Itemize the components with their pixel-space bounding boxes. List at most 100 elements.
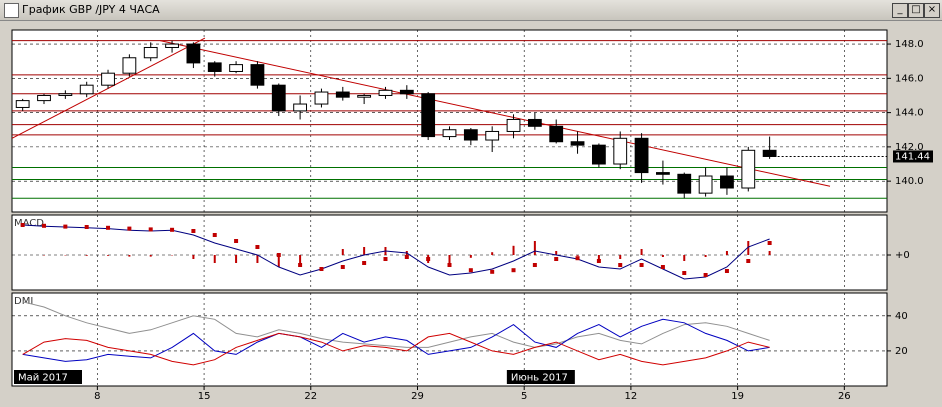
signal-dot — [191, 229, 196, 233]
candle-body — [656, 172, 670, 175]
series-line — [22, 332, 770, 366]
minimize-button[interactable]: _ — [892, 3, 908, 18]
signal-dot — [20, 223, 25, 227]
last-price-box — [893, 150, 933, 163]
x-tick-label: 8 — [94, 391, 100, 402]
signal-dot — [212, 233, 217, 237]
candle-body — [698, 175, 713, 194]
x-tick-label: 22 — [304, 391, 317, 402]
signal-dot — [319, 267, 324, 271]
candle-body — [335, 91, 350, 98]
month-label-box — [14, 370, 82, 384]
signal-dot — [106, 225, 111, 230]
y-tick-label: 142.0 — [895, 142, 924, 153]
signal-dot — [404, 255, 409, 259]
x-tick-label: 26 — [838, 391, 851, 402]
signal-dot — [703, 273, 708, 277]
candle-body — [634, 137, 649, 174]
candle-body — [399, 89, 414, 95]
x-tick-label: 15 — [198, 391, 211, 402]
signal-dot — [340, 265, 345, 269]
signal-dot — [490, 269, 495, 274]
candle-body — [165, 43, 179, 48]
candle-body — [463, 129, 478, 141]
signal-dot — [298, 263, 303, 267]
series-line — [22, 224, 770, 280]
signal-dot — [511, 268, 516, 273]
candle-body — [378, 89, 393, 96]
month-label: Май 2017 — [18, 373, 68, 384]
signal-dot — [362, 261, 367, 265]
candle-body — [741, 149, 756, 189]
signal-dot — [618, 263, 623, 267]
signal-dot — [575, 256, 580, 261]
signal-dot — [276, 253, 281, 257]
signal-dot — [468, 268, 473, 273]
signal-dot — [170, 227, 175, 232]
signal-dot — [42, 223, 47, 228]
last-price-label: 141.44 — [895, 151, 930, 162]
window-icon — [4, 3, 19, 18]
candle-body — [570, 141, 585, 146]
series-line — [22, 301, 770, 348]
y-tick-label: +0 — [895, 250, 910, 261]
candle-body — [442, 129, 457, 138]
y-tick-label: 148.0 — [895, 39, 924, 50]
candle-body — [677, 173, 692, 194]
signal-dot — [234, 239, 239, 243]
y-tick-label: 146.0 — [895, 73, 924, 84]
y-tick-label: 144.0 — [895, 108, 924, 119]
candle-body — [15, 100, 30, 108]
candle-body — [293, 103, 308, 112]
signal-dot — [532, 263, 537, 267]
candle-body — [207, 62, 222, 72]
signal-dot — [63, 224, 68, 229]
x-tick-label: 5 — [521, 391, 527, 402]
candle-body — [37, 94, 51, 102]
panel-title: MACD — [14, 218, 44, 229]
signal-dot — [447, 263, 452, 267]
candle-body — [271, 84, 286, 112]
candle-body — [79, 84, 94, 95]
month-label: Июнь 2017 — [511, 373, 568, 384]
candle-body — [720, 175, 734, 189]
x-tick-label: 12 — [625, 391, 638, 402]
signal-dot — [596, 259, 601, 263]
y-tick-label: 40 — [895, 311, 908, 322]
candle-body — [357, 94, 372, 98]
x-tick-label: 29 — [411, 391, 424, 402]
signal-dot — [148, 227, 153, 232]
candle-body — [549, 125, 564, 143]
month-label-box — [506, 370, 575, 384]
signal-dot — [746, 259, 751, 263]
candle-body — [143, 46, 158, 59]
panel-background — [11, 29, 888, 213]
panel-background — [11, 292, 888, 387]
signal-dot — [255, 245, 260, 249]
candle-body — [229, 64, 243, 72]
y-tick-label: 20 — [895, 346, 908, 357]
signal-dot — [84, 225, 89, 229]
signal-dot — [682, 271, 687, 275]
close-button[interactable]: × — [924, 3, 940, 18]
signal-dot — [383, 257, 388, 261]
candle-body — [762, 149, 777, 157]
window-title: График GBP /JPY 4 ЧАСА — [22, 3, 160, 16]
maximize-button[interactable]: □ — [908, 3, 924, 18]
series-line — [22, 318, 770, 362]
candle-body — [186, 43, 201, 64]
candle-body — [250, 64, 265, 86]
panel-title: DMI — [14, 296, 33, 307]
signal-dot — [767, 241, 772, 245]
candle-body — [527, 118, 542, 127]
x-tick-label: 19 — [731, 391, 744, 402]
signal-dot — [724, 269, 729, 273]
signal-dot — [639, 263, 644, 267]
candle-body — [122, 57, 137, 74]
candle-body — [485, 130, 500, 141]
y-tick-label: 140.0 — [895, 176, 924, 187]
candle-body — [591, 144, 606, 165]
signal-dot — [660, 265, 665, 269]
